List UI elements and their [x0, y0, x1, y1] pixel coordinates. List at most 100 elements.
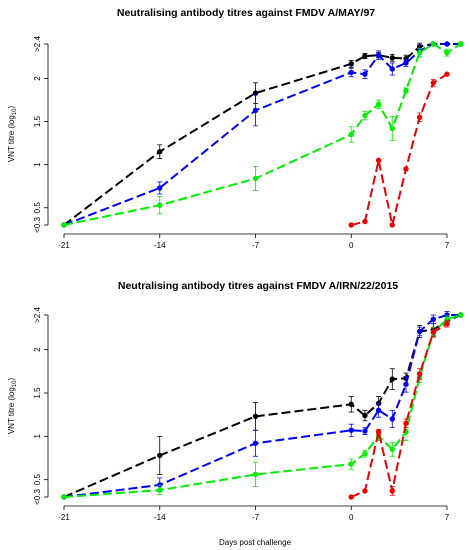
y-tick-label: 2: [33, 76, 42, 81]
x-tick-label: 7: [445, 241, 450, 250]
series-line: [63, 43, 461, 226]
data-point: [389, 125, 395, 132]
chart-panel-bottom: Neutralising antibody titres against FMD…: [7, 280, 464, 547]
chart-title: Neutralising antibody titres against FMD…: [118, 280, 398, 292]
y-tick-label: 1: [33, 434, 42, 439]
data-point: [403, 420, 409, 427]
data-point: [157, 452, 163, 459]
data-point: [61, 494, 67, 500]
data-point: [403, 87, 409, 94]
y-tick-label: <0.3: [33, 489, 42, 505]
data-point: [375, 407, 382, 414]
y-axis-label: VNT titre (log10): [7, 378, 18, 435]
data-point: [362, 428, 368, 434]
data-point: [157, 202, 163, 208]
x-tick-label: -14: [154, 513, 166, 522]
x-tick-label: 7: [445, 513, 450, 522]
series-line: [63, 43, 461, 226]
y-axis-label: VNT titre (log10): [7, 106, 18, 163]
chart-title: Neutralising antibody titres against FMD…: [117, 7, 375, 19]
data-point: [362, 218, 368, 225]
data-point: [252, 413, 259, 420]
data-point: [457, 41, 464, 47]
x-tick-label: 0: [349, 513, 354, 522]
data-point: [348, 461, 354, 467]
series-line: [350, 322, 448, 498]
series-line: [63, 43, 462, 226]
data-point: [444, 41, 450, 47]
series-2: [61, 41, 464, 228]
y-tick-label: 2: [33, 347, 42, 352]
data-point: [252, 440, 259, 446]
data-point: [457, 312, 464, 318]
series-line: [63, 314, 461, 498]
series-0: [61, 312, 464, 500]
series-1: [61, 41, 464, 228]
series-line: [63, 314, 462, 498]
y-tick-label: >2.4: [33, 36, 42, 52]
x-tick-label: 0: [349, 241, 354, 250]
series-2: [61, 312, 464, 500]
data-point: [389, 376, 395, 382]
data-point: [403, 166, 409, 172]
x-axis-label: Days post challenge: [219, 538, 292, 547]
x-tick-label: -21: [58, 241, 70, 250]
data-point: [348, 69, 354, 76]
data-point: [252, 107, 259, 114]
data-point: [61, 222, 67, 228]
data-point: [362, 112, 368, 119]
data-point: [362, 450, 368, 457]
chart-panel-top: Neutralising antibody titres against FMD…: [7, 7, 464, 250]
data-point: [444, 49, 450, 56]
data-point: [389, 55, 395, 61]
series-3: [348, 71, 450, 228]
y-tick-label: >2.4: [33, 307, 42, 323]
data-point: [389, 222, 395, 228]
data-point: [416, 114, 423, 120]
y-tick-label: 1: [33, 162, 42, 167]
data-point: [252, 175, 259, 182]
data-point: [348, 222, 354, 228]
x-tick-label: -7: [252, 513, 260, 522]
data-point: [430, 329, 437, 336]
series-3: [348, 319, 450, 500]
series-line: [63, 314, 461, 498]
data-point: [403, 381, 409, 388]
data-point: [416, 49, 423, 56]
y-tick-label: 1.5: [33, 115, 42, 127]
x-tick-label: -7: [252, 241, 260, 250]
data-point: [348, 494, 354, 500]
data-point: [348, 61, 354, 67]
data-point: [389, 446, 395, 453]
data-point: [362, 412, 368, 419]
data-point: [157, 487, 163, 493]
data-point: [375, 157, 382, 164]
data-point: [430, 41, 437, 47]
data-point: [375, 429, 382, 435]
data-point: [444, 71, 450, 77]
data-point: [362, 71, 368, 77]
data-point: [375, 101, 382, 108]
data-point: [416, 371, 423, 377]
data-point: [157, 149, 163, 155]
x-tick-label: -21: [58, 513, 70, 522]
y-tick-label: 0.5: [33, 474, 42, 486]
data-point: [389, 416, 395, 422]
y-tick-label: 1.5: [33, 387, 42, 399]
data-point: [403, 60, 409, 66]
data-point: [430, 80, 437, 86]
data-point: [348, 401, 354, 407]
y-tick-label: <0.3: [33, 217, 42, 233]
series-0: [61, 41, 464, 228]
data-point: [389, 488, 395, 494]
y-tick-label: 0.5: [33, 202, 42, 214]
series-1: [61, 311, 464, 500]
data-point: [157, 185, 163, 191]
data-point: [416, 328, 423, 335]
data-point: [362, 53, 368, 59]
series-line: [351, 73, 448, 226]
data-point: [348, 427, 354, 433]
data-point: [362, 488, 368, 494]
data-point: [430, 316, 437, 323]
data-point: [252, 471, 259, 478]
